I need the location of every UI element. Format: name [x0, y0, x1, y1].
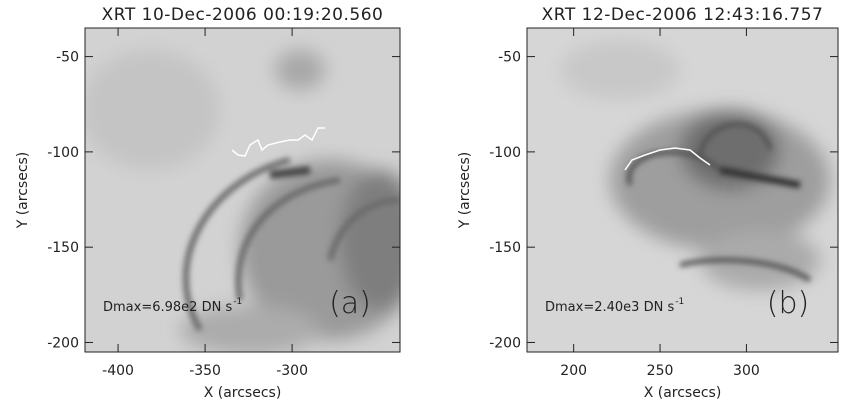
plot-frame	[526, 27, 839, 353]
y-axis-label: Y (arcsecs)	[457, 152, 473, 230]
y-tick-label: -150	[47, 240, 79, 256]
x-tick-label: -350	[189, 363, 221, 379]
annotation-superscript: -1	[233, 297, 242, 307]
x-axis-label: X (arcsecs)	[644, 385, 722, 401]
panel-title: XRT 12-Dec-2006 12:43:16.757	[542, 5, 824, 25]
y-tick-label: -200	[47, 335, 79, 351]
y-tick-label: -100	[489, 145, 521, 161]
xray-image-a	[85, 28, 400, 352]
y-tick-label: -50	[56, 50, 79, 66]
x-axis-label: X (arcsecs)	[204, 385, 282, 401]
panel-label: (a)	[329, 286, 371, 321]
x-tick-label: -400	[102, 363, 134, 379]
panel-title: XRT 10-Dec-2006 00:19:20.560	[102, 5, 384, 25]
x-tick-label: 250	[647, 363, 674, 379]
x-tick-label: -300	[276, 363, 308, 379]
annotation: Dmax=2.40e3 DN s	[545, 300, 674, 315]
annotation-superscript: -1	[675, 297, 684, 307]
y-tick-label: -200	[489, 335, 521, 351]
y-tick-label: -150	[489, 240, 521, 256]
xray-image-b	[527, 28, 838, 352]
x-tick-label: 200	[560, 363, 587, 379]
y-axis-label: Y (arcsecs)	[15, 152, 31, 230]
y-tick-label: -50	[498, 50, 521, 66]
y-tick-label: -100	[47, 145, 79, 161]
x-tick-label: 300	[733, 363, 760, 379]
annotation: Dmax=6.98e2 DN s	[103, 300, 232, 315]
plot-frame	[84, 27, 401, 353]
panel-label: (b)	[767, 286, 809, 321]
